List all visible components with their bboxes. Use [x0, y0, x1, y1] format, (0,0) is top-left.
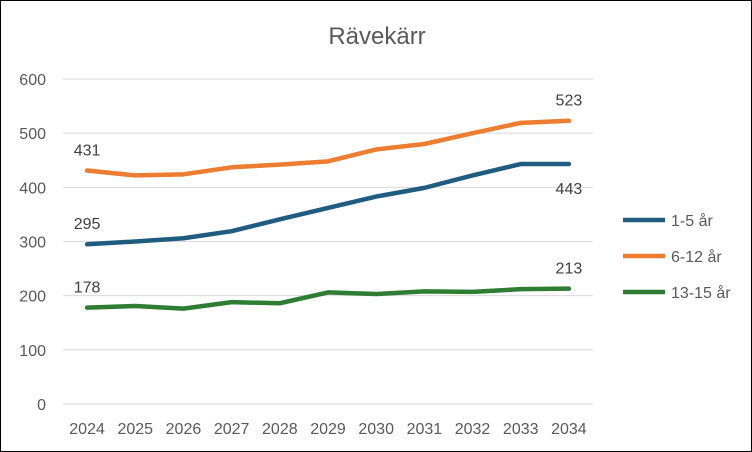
- y-tick-label: 600: [19, 72, 46, 89]
- y-tick-label: 100: [19, 343, 46, 360]
- x-tick-label: 2031: [407, 421, 443, 438]
- chart-title: Rävekärr: [328, 23, 425, 50]
- legend-label: 6-12 år: [671, 248, 722, 266]
- x-tick-label: 2026: [166, 421, 202, 438]
- series-line-1-5-r: [84, 161, 572, 247]
- y-tick-label: 500: [19, 126, 46, 143]
- legend: 1-5 år 6-12 år 13-15 år: [623, 212, 731, 302]
- x-axis-ticks: 2024 2025 2026 2027 2028 2029 2030 2031 2032 2033…: [69, 421, 587, 438]
- x-tick-label: 2033: [503, 421, 539, 438]
- series-lines: [84, 118, 572, 311]
- y-tick-label: 0: [37, 397, 46, 414]
- legend-label: 13-15 år: [671, 284, 731, 302]
- series-line-13-15-r: [84, 286, 572, 311]
- data-labels: 295 443 431 523 178 213: [74, 93, 583, 297]
- y-tick-label: 300: [19, 235, 46, 252]
- x-tick-label: 2027: [214, 421, 250, 438]
- x-tick-label: 2028: [262, 421, 298, 438]
- data-label: 178: [74, 280, 101, 297]
- data-label: 523: [556, 93, 583, 110]
- data-label: 213: [556, 261, 583, 278]
- x-tick-label: 2025: [117, 421, 153, 438]
- x-tick-label: 2029: [310, 421, 346, 438]
- x-tick-label: 2034: [551, 421, 587, 438]
- x-tick-label: 2032: [455, 421, 491, 438]
- x-tick-label: 2024: [69, 421, 105, 438]
- y-axis-ticks: 0 100 200 300 400 500 600: [19, 72, 46, 414]
- y-tick-label: 400: [19, 180, 46, 197]
- data-label: 443: [556, 181, 583, 198]
- series-line-6-12-r: [84, 118, 572, 178]
- y-tick-label: 200: [19, 289, 46, 306]
- x-tick-label: 2030: [358, 421, 394, 438]
- legend-label: 1-5 år: [671, 212, 713, 230]
- data-label: 295: [74, 216, 101, 233]
- data-label: 431: [74, 143, 101, 160]
